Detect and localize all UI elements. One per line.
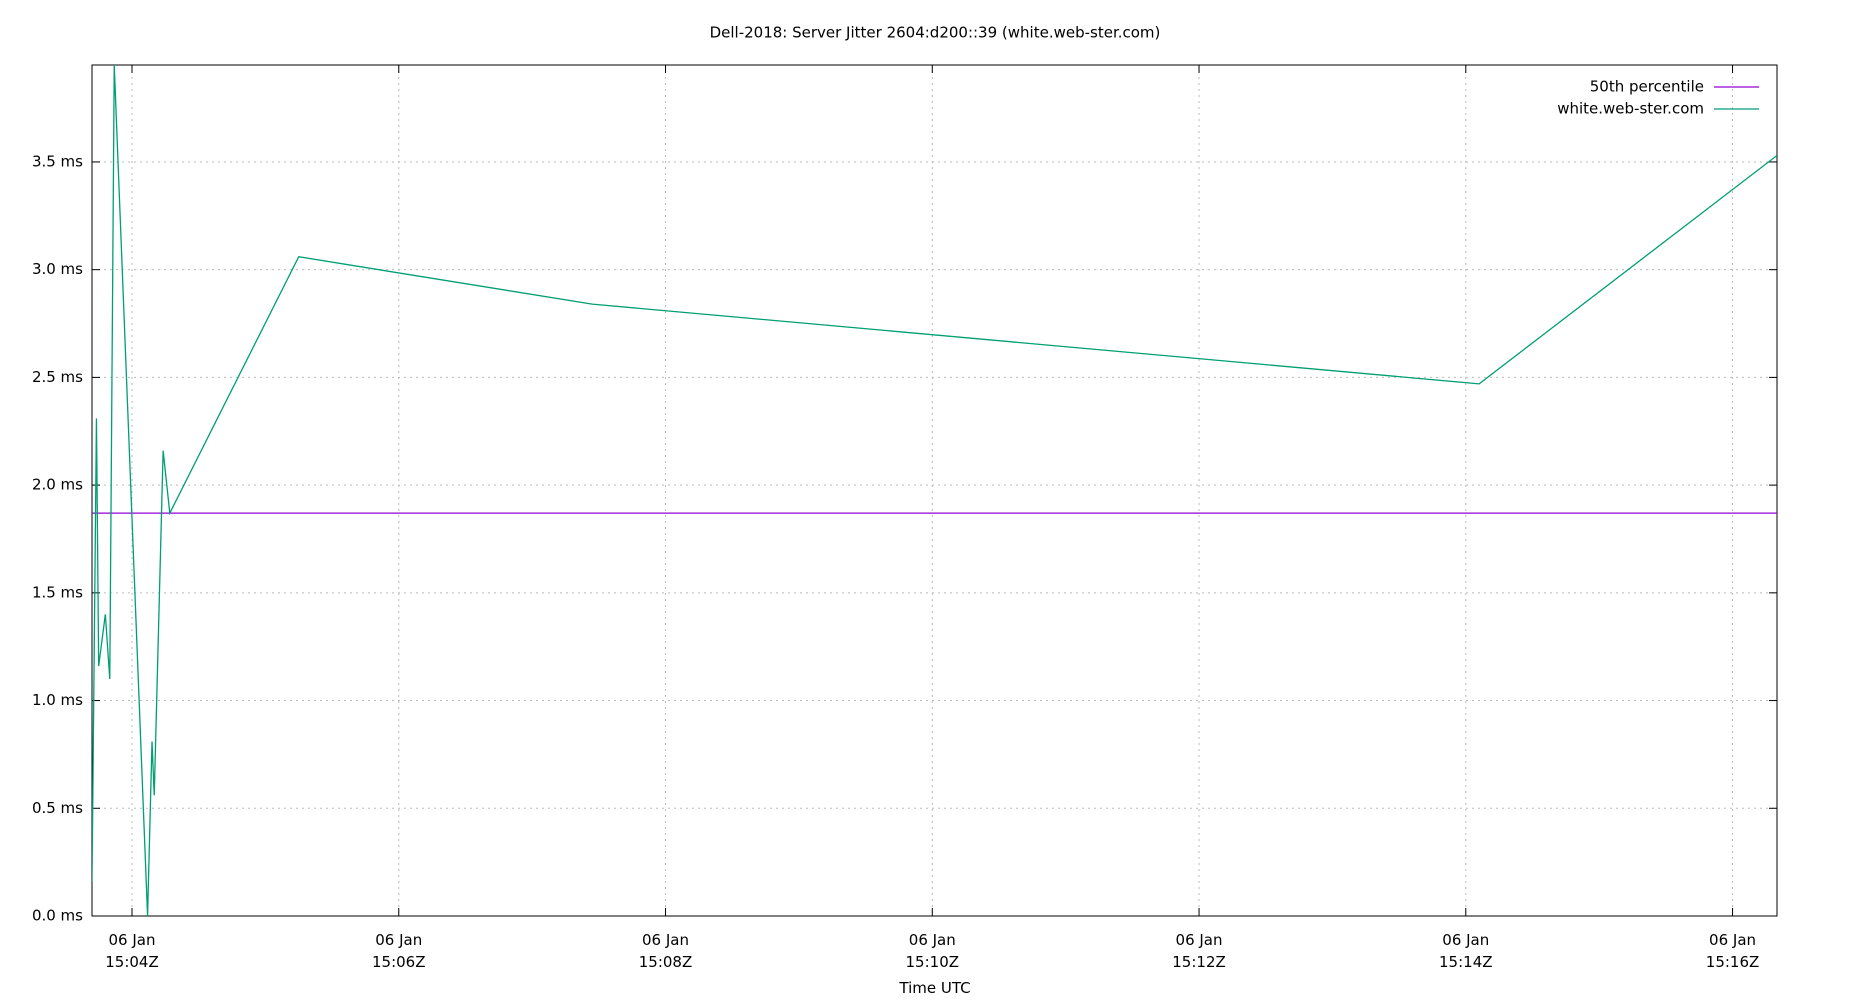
plot-area [92,65,1777,916]
x-tick-label: 06 Jan 15:04Z [105,931,159,971]
x-tick-label: 06 Jan 15:10Z [906,931,960,971]
y-tick-label: 1.5 ms [32,583,83,601]
y-tick-label: 1.0 ms [32,691,83,709]
x-tick-label: 06 Jan 15:14Z [1439,931,1493,971]
y-tick-label: 3.5 ms [32,152,83,170]
x-tick-label: 06 Jan 15:06Z [372,931,426,971]
series-line [92,65,1777,916]
x-tick-label: 06 Jan 15:16Z [1706,931,1760,971]
chart-title: Dell-2018: Server Jitter 2604:d200::39 (… [710,24,1161,42]
x-tick-label: 06 Jan 15:08Z [639,931,693,971]
x-axis-label: Time UTC [898,979,970,997]
y-tick-label: 3.0 ms [32,260,83,278]
y-tick-label: 2.5 ms [32,368,83,386]
plot-frame [91,64,1778,917]
legend-label: white.web-ster.com [1557,100,1704,118]
y-tick-label: 2.0 ms [32,476,83,494]
y-tick-label: 0.0 ms [32,907,83,925]
legend-label: 50th percentile [1590,78,1704,96]
x-tick-label: 06 Jan 15:12Z [1172,931,1226,971]
y-tick-label: 0.5 ms [32,799,83,817]
